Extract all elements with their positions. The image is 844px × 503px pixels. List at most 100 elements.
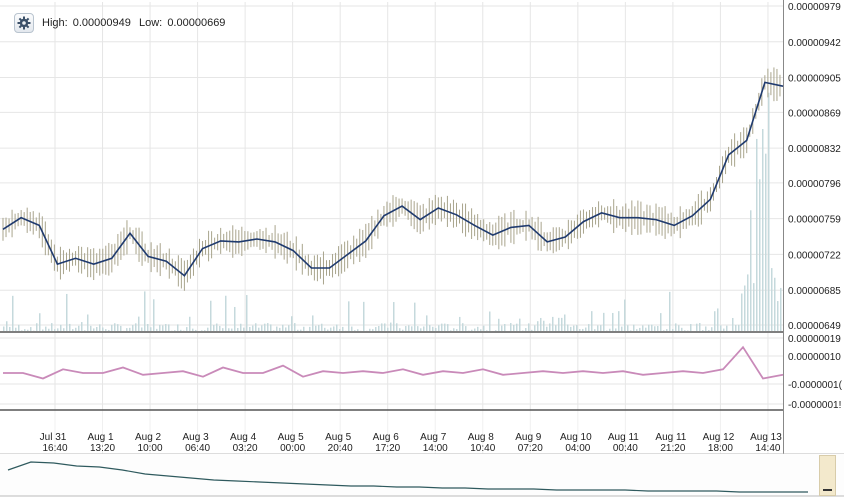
volume-bar <box>687 330 689 331</box>
volume-bar <box>573 325 575 331</box>
volume-bar <box>165 324 167 331</box>
volume-bar <box>408 325 410 331</box>
volume-bar <box>138 316 140 331</box>
volume-bar <box>294 323 296 331</box>
osc-tick-label: -0.0000001! <box>788 400 841 411</box>
navigator-scroll-handle[interactable] <box>819 455 836 496</box>
volume-bar <box>765 153 767 331</box>
x-tick-time: 04:00 <box>565 443 590 454</box>
volume-bar <box>669 291 671 331</box>
volume-bar <box>96 327 98 331</box>
volume-bar <box>471 329 473 331</box>
volume-bar <box>546 326 548 331</box>
volume-bar <box>636 329 638 331</box>
y-tick-label: 0.00000759 <box>788 215 841 226</box>
volume-bar <box>417 326 419 331</box>
volume-bar <box>429 325 431 331</box>
volume-bar <box>51 323 53 331</box>
y-tick-label: 0.00000649 <box>788 321 841 332</box>
x-tick-date: Aug 13 <box>750 432 782 443</box>
volume-bar <box>633 324 635 331</box>
volume-bar <box>441 323 443 331</box>
volume-bar <box>402 329 404 331</box>
volume-bar <box>54 329 56 331</box>
volume-bar <box>219 325 221 331</box>
volume-bar <box>291 316 293 331</box>
settings-button[interactable] <box>14 13 34 33</box>
osc-tick-label: -0.0000001( <box>788 380 843 391</box>
volume-bar <box>90 325 92 331</box>
volume-bar <box>363 301 365 331</box>
volume-bar <box>639 327 641 331</box>
volume-bar <box>105 329 107 331</box>
volume-bar <box>615 328 617 331</box>
volume-bar <box>522 330 524 331</box>
x-tick-time: 10:00 <box>138 443 163 454</box>
osc-tick-label: 0.00000010 <box>788 352 841 363</box>
volume-bar <box>351 326 353 331</box>
volume-bar <box>741 293 743 331</box>
volume-bar <box>528 323 530 331</box>
volume-bar <box>426 315 428 331</box>
volume-bar <box>642 325 644 331</box>
volume-bar <box>210 300 212 331</box>
volume-bar <box>723 328 725 331</box>
volume-bar <box>9 326 11 331</box>
volume-bar <box>456 329 458 331</box>
volume-bar <box>585 327 587 331</box>
volume-bar <box>672 329 674 331</box>
volume-bar <box>312 315 314 331</box>
volume-bar <box>534 325 536 331</box>
volume-bar <box>252 325 254 331</box>
volume-bar <box>195 329 197 331</box>
volume-bar <box>591 311 593 331</box>
oscillator-line <box>3 345 784 380</box>
y-tick-label: 0.00000905 <box>788 74 841 85</box>
x-tick-date: Aug 2 <box>135 432 162 443</box>
volume-bar <box>333 326 335 331</box>
volume-bar <box>477 326 479 331</box>
volume-bar <box>186 327 188 331</box>
volume-bar <box>246 295 248 331</box>
volume-bar <box>60 324 62 331</box>
volume-bar <box>444 323 446 331</box>
volume-bar <box>369 328 371 331</box>
x-tick-date: Aug 6 <box>373 432 400 443</box>
volume-bar <box>381 323 383 331</box>
volume-bar <box>189 316 191 331</box>
volume-bar <box>453 328 455 331</box>
volume-bar <box>459 316 461 331</box>
volume-bar <box>273 330 275 331</box>
volume-bar <box>135 323 137 331</box>
volume-bar <box>261 325 263 331</box>
volume-bar <box>759 179 761 331</box>
volume-bar <box>750 210 752 331</box>
volume-bar <box>102 327 104 331</box>
volume-bar <box>309 326 311 331</box>
gear-icon <box>17 16 31 30</box>
volume-bar <box>384 323 386 331</box>
volume-bar <box>579 328 581 331</box>
price-series-line <box>2 81 784 277</box>
volume-bar <box>117 324 119 331</box>
volume-bar <box>120 325 122 331</box>
volume-bar <box>777 301 779 331</box>
volume-bar <box>489 311 491 331</box>
volume-bar <box>414 302 416 331</box>
volume-bar <box>18 324 20 331</box>
volume-bar <box>267 323 269 331</box>
volume-bar <box>627 325 629 331</box>
x-tick-date: Aug 8 <box>468 432 495 443</box>
x-tick-date: Aug 11 <box>655 432 686 443</box>
x-tick-time: 06:40 <box>185 443 210 454</box>
y-tick-label: 0.00000869 <box>788 108 841 119</box>
x-tick-time: 14:40 <box>755 443 780 454</box>
volume-bar <box>126 328 128 331</box>
volume-bar <box>159 324 161 331</box>
volume-bar <box>297 329 299 331</box>
navigator-line <box>7 461 808 493</box>
x-tick-date: Aug 1 <box>87 432 114 443</box>
volume-bar <box>717 308 719 331</box>
volume-bar <box>552 316 554 331</box>
volume-bar <box>771 268 773 331</box>
